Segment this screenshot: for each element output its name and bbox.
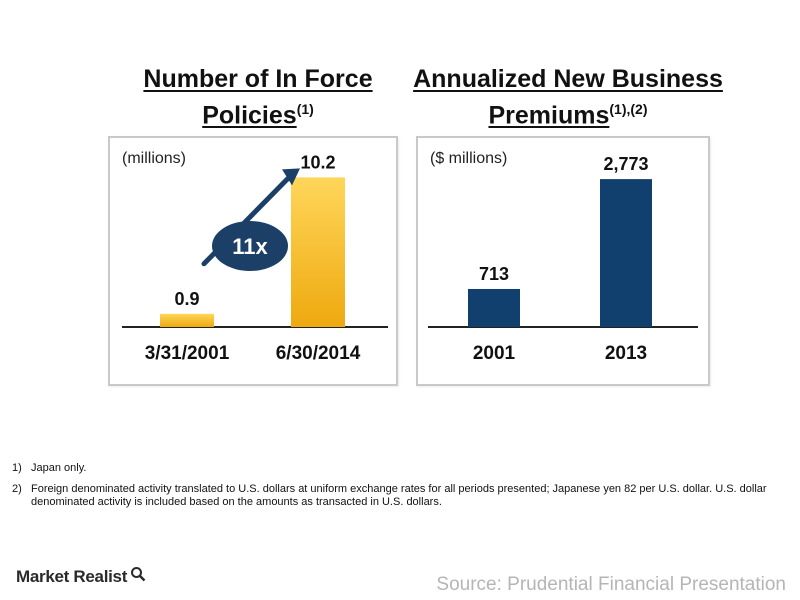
bar xyxy=(600,179,652,327)
data-label: 2,773 xyxy=(603,154,648,174)
footnote-number: 2) xyxy=(12,483,22,495)
x-tick-label: 3/31/2001 xyxy=(145,343,230,364)
title-footnote-marker: (1) xyxy=(296,101,314,117)
x-tick-label: 2001 xyxy=(473,343,516,364)
growth-arrowhead xyxy=(282,168,300,186)
title-text: Annualized New Business Premiums xyxy=(413,65,723,130)
data-label: 713 xyxy=(479,264,509,284)
unit-label: ($ millions) xyxy=(430,150,508,167)
magnifier-icon xyxy=(130,566,146,587)
annotation-bubble xyxy=(212,221,288,271)
bar xyxy=(291,177,345,327)
premiums-bar-chart: 713 2001 2,773 2013 xyxy=(428,154,698,364)
brand-name: Market Realist xyxy=(16,566,128,586)
title-footnote-marker: (1),(2) xyxy=(609,101,648,117)
x-tick-label: 6/30/2014 xyxy=(276,343,361,364)
title-text: Number of In Force Policies xyxy=(143,65,373,130)
footnote-text: Japan only. xyxy=(31,462,87,474)
footnotes: 1) Japan only. 2) Foreign denominated ac… xyxy=(12,462,800,517)
chart-title-new-business-premiums: Annualized New Business Premiums(1),(2) xyxy=(408,64,728,130)
chart-title-in-force-policies: Number of In Force Policies(1) xyxy=(108,64,408,130)
data-label: 10.2 xyxy=(300,152,335,172)
footnote-number: 1) xyxy=(12,462,22,474)
unit-label: (millions) xyxy=(122,150,186,167)
bar xyxy=(468,288,520,327)
chart-panel-policies: (millions) 0.9 3/31/2001 10.2 6/30/2014 11x xyxy=(108,136,398,386)
footnote: 1) Japan only. xyxy=(12,462,800,475)
annotation-label: 11x xyxy=(232,234,268,259)
footnote: 2) Foreign denominated activity translat… xyxy=(12,483,800,509)
brand-logo: Market Realist xyxy=(16,566,146,587)
data-label: 0.9 xyxy=(174,289,199,309)
policies-bar-chart: 0.9 3/31/2001 10.2 6/30/2014 11x xyxy=(122,152,388,364)
bar xyxy=(160,313,214,327)
x-tick-label: 2013 xyxy=(605,343,647,364)
source-note: Source: Prudential Financial Presentatio… xyxy=(436,574,786,595)
chart-panel-premiums: ($ millions) 713 2001 2,773 2013 xyxy=(416,136,710,386)
footnote-text: Foreign denominated activity translated … xyxy=(31,483,767,508)
